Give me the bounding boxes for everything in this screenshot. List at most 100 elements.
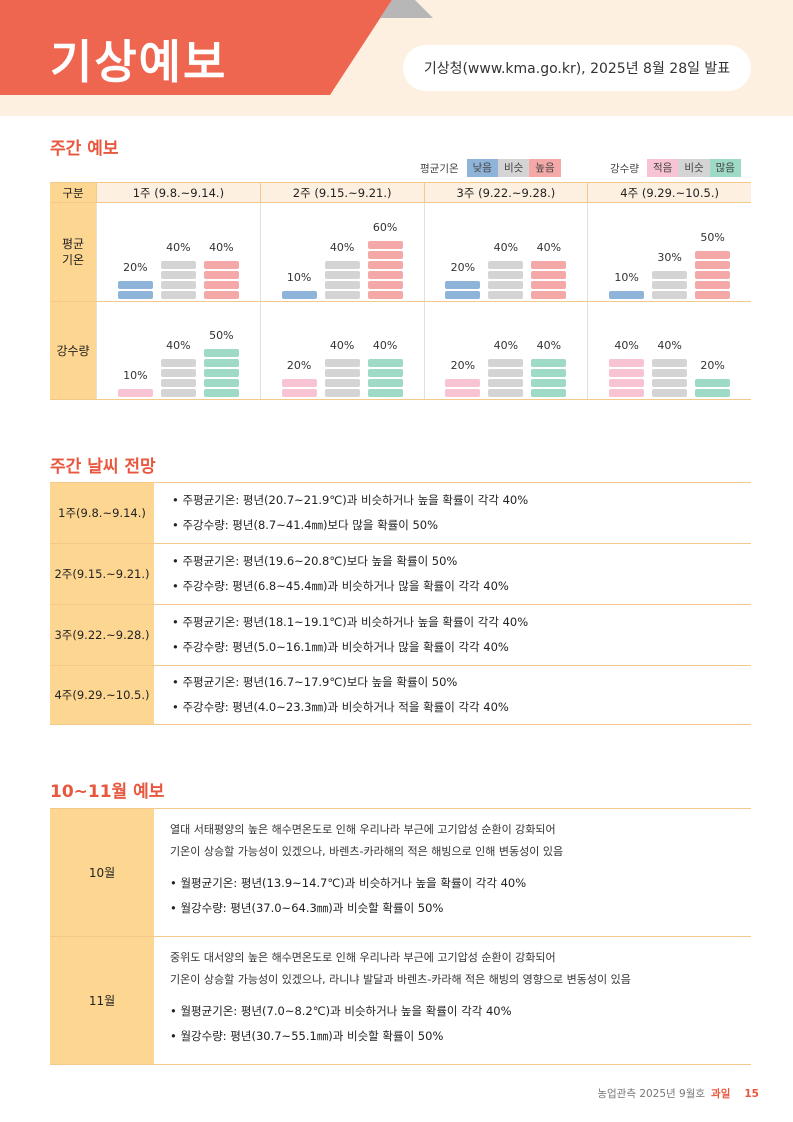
forecast-cell: 20% 40% 40% bbox=[423, 203, 588, 301]
week-name: 4주 bbox=[54, 687, 73, 702]
monthly-body: 중위도 대서양의 높은 해수면온도로 인해 우리나라 부근에 고기압성 순환이 … bbox=[154, 937, 751, 1064]
bar-segment bbox=[531, 261, 567, 269]
probability-bar: 40% bbox=[531, 339, 567, 397]
bar-segment bbox=[160, 379, 196, 387]
outlook-row: 1주(9.8.~9.14.) 주평균기온: 평년(20.7~21.9℃)과 비슷하… bbox=[50, 483, 751, 544]
bar-segment bbox=[160, 359, 196, 367]
probability-label: 40% bbox=[329, 339, 355, 352]
probability-label: 40% bbox=[493, 339, 519, 352]
bar-segment bbox=[203, 271, 239, 279]
bar-segment bbox=[695, 251, 731, 259]
bar-segment bbox=[160, 389, 196, 397]
week-range: (9.15.~9.21.) bbox=[72, 566, 150, 581]
footer-section: 과일 bbox=[711, 1088, 731, 1100]
bar-segment bbox=[445, 291, 481, 299]
week-name: 2주 bbox=[54, 566, 73, 581]
forecast-bullet: 월강수량: 평년(30.7~55.1㎜)과 비슷할 확률이 50% bbox=[170, 1024, 751, 1049]
probability-label: 40% bbox=[614, 339, 639, 352]
legend-chip: 적음 bbox=[646, 159, 679, 177]
bar-segment bbox=[652, 389, 688, 397]
probability-bar: 20% bbox=[117, 261, 153, 299]
monthly-forecast-table: 10월 열대 서태평양의 높은 해수면온도로 인해 우리나라 부근에 고기압성 순… bbox=[50, 808, 751, 1065]
probability-bar: 30% bbox=[652, 251, 688, 299]
forecast-bullet: 주강수량: 평년(5.0~16.1㎜)과 비슷하거나 많을 확률이 각각 40% bbox=[172, 635, 751, 660]
monthly-bullets: 월평균기온: 평년(7.0~8.2℃)과 비슷하거나 높을 확률이 각각 40%… bbox=[170, 999, 751, 1049]
week-header: 2주 (9.15.~9.21.) bbox=[259, 183, 424, 202]
bar-segment bbox=[203, 261, 239, 269]
probability-bar: 40% bbox=[367, 339, 403, 397]
bar-segment bbox=[695, 389, 731, 397]
bar-segment bbox=[488, 359, 524, 367]
week-header: 4주 (9.29.~10.5.) bbox=[587, 183, 751, 202]
outlook-body: 주평균기온: 평년(19.6~20.8℃)보다 높을 확률이 50%주강수량: … bbox=[154, 544, 751, 604]
grid-row: 평균 기온 20% 40% 40% 10% 40% 60% 20% 40% 40% 10% 30% 50… bbox=[50, 203, 751, 301]
bar-segment bbox=[609, 369, 645, 377]
bar-segment bbox=[324, 359, 360, 367]
bar-segment bbox=[203, 389, 239, 397]
legend-chip: 비슷 bbox=[678, 159, 710, 177]
probability-label: 20% bbox=[286, 359, 312, 372]
outlook-week-label: 2주 (9.15.~9.21.) bbox=[50, 544, 154, 604]
page-header: 기상예보 기상청(www.kma.go.kr), 2025년 8월 28일 발표 bbox=[0, 0, 793, 116]
probability-label: 10% bbox=[286, 271, 312, 284]
bar-segment bbox=[281, 291, 317, 299]
week-header: 1주 (9.8.~9.14.) bbox=[96, 183, 260, 202]
legend-chip: 많음 bbox=[709, 159, 741, 177]
legend-chip: 낮음 bbox=[466, 159, 498, 177]
forecast-cell: 10% 40% 50% bbox=[96, 302, 260, 399]
probability-label: 50% bbox=[700, 231, 725, 244]
probability-label: 40% bbox=[209, 241, 234, 254]
forecast-bullet: 주강수량: 평년(6.8~45.4㎜)과 비슷하거나 많을 확률이 각각 40% bbox=[172, 574, 751, 599]
probability-label: 40% bbox=[329, 241, 355, 254]
bar-segment bbox=[488, 369, 524, 377]
bar-segment bbox=[531, 359, 567, 367]
bar-segment bbox=[652, 291, 688, 299]
bar-segment bbox=[531, 389, 567, 397]
bar-segment bbox=[324, 291, 360, 299]
bar-segment bbox=[367, 369, 403, 377]
bar-segment bbox=[488, 271, 524, 279]
outlook-body: 주평균기온: 평년(16.7~17.9℃)보다 높을 확률이 50%주강수량: … bbox=[154, 666, 751, 724]
probability-bar: 40% bbox=[488, 241, 524, 299]
probability-bar: 40% bbox=[160, 241, 196, 299]
bar-segment bbox=[324, 389, 360, 397]
bar-segment bbox=[160, 281, 196, 289]
probability-bar: 40% bbox=[324, 339, 360, 397]
bar-segment bbox=[324, 281, 360, 289]
outlook-section-title: 주간 날씨 전망 bbox=[50, 457, 156, 477]
bar-segment bbox=[695, 291, 731, 299]
bar-segment bbox=[324, 271, 360, 279]
forecast-bullet: 주평균기온: 평년(19.6~20.8℃)보다 높을 확률이 50% bbox=[172, 549, 751, 574]
bar-segment bbox=[695, 379, 731, 387]
bar-segment bbox=[652, 281, 688, 289]
explanation-line: 기온이 상승할 가능성이 있겠으나, 라니냐 발달과 바렌츠-카라해 적은 해빙… bbox=[170, 973, 631, 986]
probability-label: 10% bbox=[123, 369, 148, 382]
probability-label: 40% bbox=[536, 339, 562, 352]
probability-label: 40% bbox=[372, 339, 398, 352]
probability-bar: 40% bbox=[652, 339, 688, 397]
probability-label: 20% bbox=[450, 359, 476, 372]
bar-segment bbox=[652, 359, 688, 367]
bar-segment bbox=[531, 369, 567, 377]
bar-segment bbox=[531, 281, 567, 289]
legend-chip: 비슷 bbox=[497, 159, 530, 177]
bar-segment bbox=[445, 281, 481, 289]
bar-segment bbox=[367, 359, 403, 367]
probability-label: 60% bbox=[372, 221, 398, 234]
forecast-bullet: 주강수량: 평년(4.0~23.3㎜)과 비슷하거나 적을 확률이 각각 40% bbox=[172, 695, 751, 720]
weekly-section-title: 주간 예보 bbox=[50, 139, 119, 159]
probability-label: 50% bbox=[209, 329, 234, 342]
bar-segment bbox=[160, 261, 196, 269]
bar-segment bbox=[652, 271, 688, 279]
probability-bar: 10% bbox=[609, 271, 645, 299]
legend-label: 평균기온 bbox=[420, 162, 459, 175]
bar-segment bbox=[609, 291, 645, 299]
grid-header-row: 구분 1주 (9.8.~9.14.) 2주 (9.15.~9.21.) 3주 (… bbox=[50, 183, 751, 203]
probability-bar: 40% bbox=[531, 241, 567, 299]
bar-segment bbox=[160, 291, 196, 299]
probability-bar: 40% bbox=[488, 339, 524, 397]
bar-segment bbox=[203, 291, 239, 299]
header-red-banner bbox=[0, 0, 392, 95]
week-range: (9.29.~10.5.) bbox=[72, 687, 150, 702]
forecast-cell: 10% 40% 60% bbox=[259, 203, 424, 301]
